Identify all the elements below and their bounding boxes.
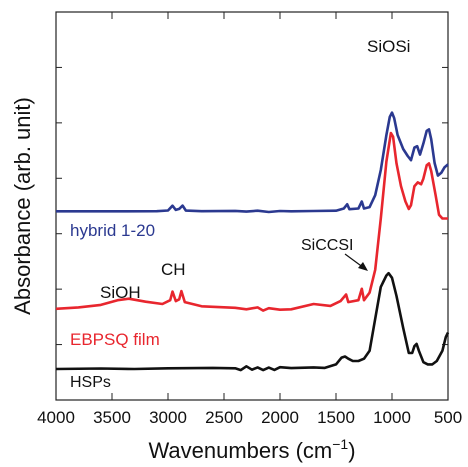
series-label-ebpsq: EBPSQ film [70, 330, 160, 349]
x-tick-label: 3500 [93, 408, 131, 427]
series-line-ebpsq [55, 131, 448, 312]
annotation-arrow-head [358, 262, 368, 271]
x-tick-label: 3000 [149, 408, 187, 427]
series-line-hybrid [56, 111, 449, 214]
x-axis-label-superscript: −1 [332, 436, 348, 452]
x-tick-label: 4000 [37, 408, 75, 427]
series-line-hsps [55, 271, 450, 372]
annotation-ch: CH [161, 260, 186, 279]
plot-frame [55, 11, 449, 401]
x-tick-label: 1000 [373, 408, 411, 427]
x-axis-label-main: Wavenumbers (cm [148, 438, 332, 463]
series-label-hybrid: hybrid 1-20 [70, 221, 155, 240]
x-axis-label: Wavenumbers (cm−1) [148, 436, 355, 463]
y-axis-label: Absorbance (arb. unit) [10, 97, 35, 315]
spectra-lines [55, 111, 450, 372]
series-label-hsps: HSPs [70, 374, 111, 391]
x-tick-label: 2500 [205, 408, 243, 427]
x-axis-label-close: ) [348, 438, 355, 463]
annotation-sioh: SiOH [100, 283, 141, 302]
x-tick-labels: 4000 3500 3000 2500 2000 1500 1000 500 [37, 408, 462, 427]
x-tick-label: 500 [434, 408, 462, 427]
annotation-siosi: SiOSi [367, 37, 410, 56]
x-tick-label: 2000 [261, 408, 299, 427]
annotation-siccsi: SiCCSI [301, 237, 353, 254]
x-tick-label: 1500 [317, 408, 355, 427]
